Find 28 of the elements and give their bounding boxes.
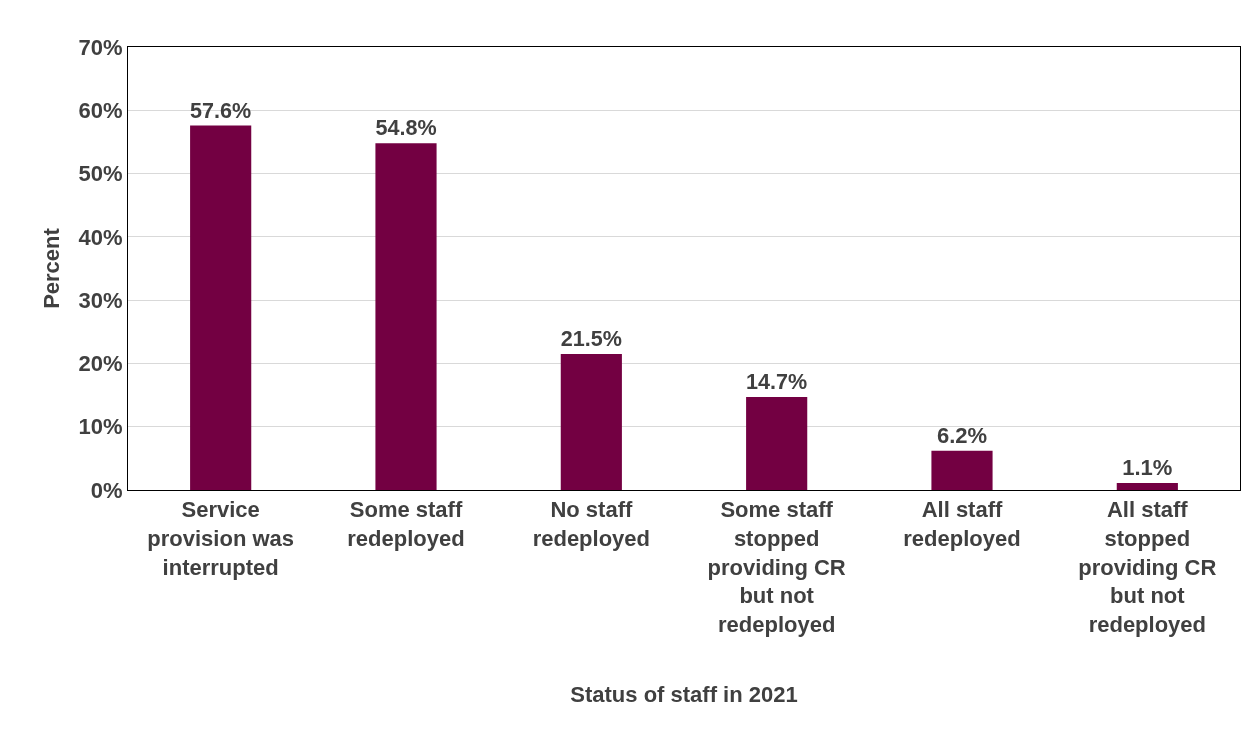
x-tick-label: Some staff redeployed xyxy=(347,497,465,551)
y-tick-label: 60% xyxy=(78,97,123,123)
x-tick-label: All staff redeployed xyxy=(903,497,1021,551)
y-axis-title: Percent xyxy=(39,227,65,309)
x-tick-label: All staff stopped providing CR but not redeployed xyxy=(1078,497,1217,637)
y-tick-label: 30% xyxy=(78,287,123,313)
data-label: 6.2% xyxy=(936,422,988,448)
bar xyxy=(190,125,252,490)
data-label: 14.7% xyxy=(746,369,808,395)
bar xyxy=(560,353,622,490)
x-tick-label: Service provision was interrupted xyxy=(147,497,295,580)
x-tick-label: No staff redeployed xyxy=(532,497,651,551)
y-tick-label: 20% xyxy=(78,351,123,377)
data-label: 57.6% xyxy=(190,97,252,123)
data-label: 21.5% xyxy=(560,326,622,352)
x-tick-label: Some staff stopped providing CR but not redeployed xyxy=(707,497,846,637)
y-tick-label: 10% xyxy=(78,414,123,440)
y-tick-label: 0% xyxy=(90,477,123,503)
bar xyxy=(1116,483,1178,490)
data-label: 1.1% xyxy=(1122,455,1173,481)
bar xyxy=(931,450,993,490)
bar xyxy=(746,396,808,490)
bar xyxy=(375,143,437,490)
data-label: 54.8% xyxy=(375,115,437,141)
x-axis-title: Status of staff in 2021 xyxy=(570,681,798,707)
y-tick-label: 40% xyxy=(78,224,123,250)
y-tick-label: 50% xyxy=(78,161,123,187)
y-tick-label: 70% xyxy=(78,34,123,60)
